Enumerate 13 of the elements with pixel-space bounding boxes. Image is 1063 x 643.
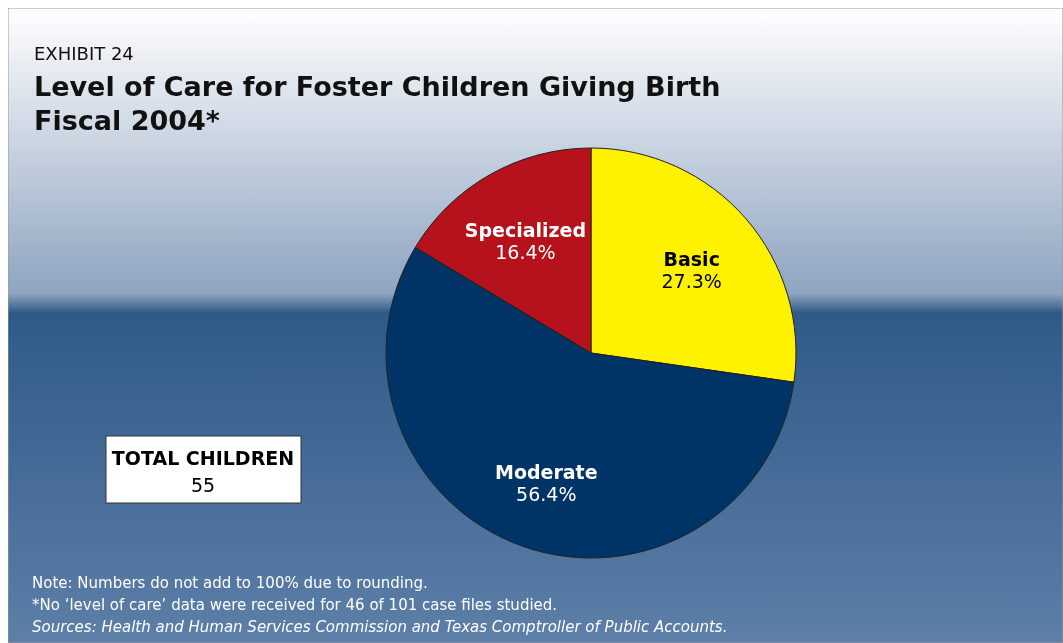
- slice-label: Moderate: [495, 460, 598, 483]
- slice-label: Specialized: [464, 219, 587, 242]
- text: TOTAL CHILDREN: [111, 447, 295, 469]
- source-note: Sources: Health and Human Services Commission and Texas Comptroller of Public Accounts.: [32, 618, 728, 636]
- data-label: 27.3%: [661, 269, 722, 292]
- text: *No ‘level of care’ data were received for 46 of 101 case files studied.: [32, 596, 558, 614]
- data-label: 16.4%: [495, 241, 556, 264]
- text: EXHIBIT 24: [34, 43, 134, 64]
- slice-label: Basic: [663, 247, 720, 270]
- text: Note: Numbers do not add to 100% due to rounding.: [32, 574, 428, 592]
- chart-title: Level of Care for Foster Children Giving Birth Fiscal 2004*: [34, 71, 721, 136]
- text: 55: [190, 474, 216, 496]
- data-label: 56.4%: [516, 482, 577, 505]
